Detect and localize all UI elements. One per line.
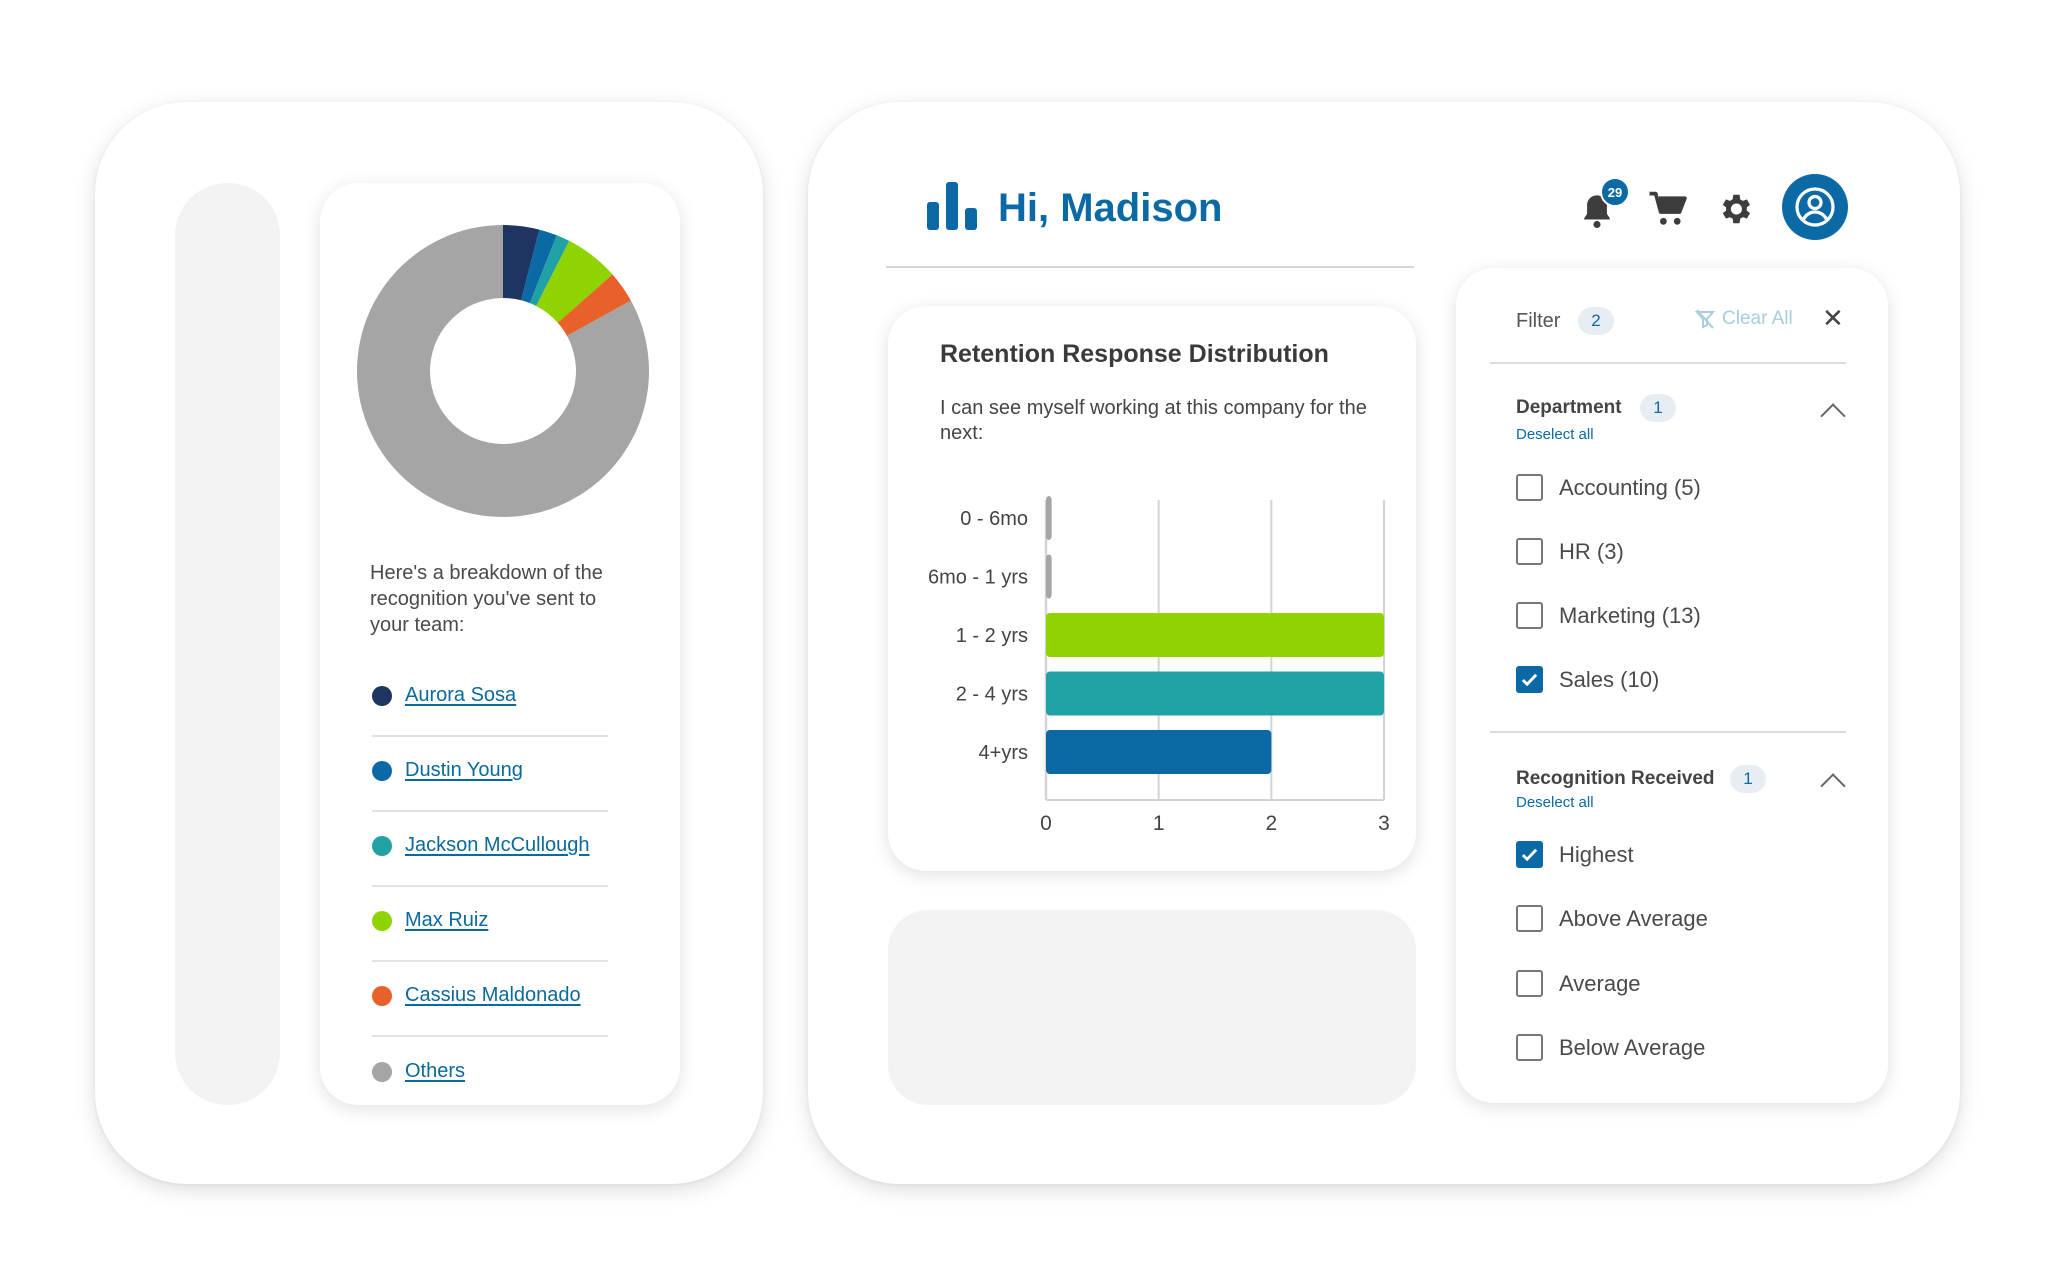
legend-dot xyxy=(372,835,392,856)
filter-clear-icon xyxy=(1694,309,1716,329)
option-label: Accounting (5) xyxy=(1559,474,1701,500)
breakdown-text: Here's a breakdown of the recognition yo… xyxy=(370,562,603,636)
department-section-title: Department xyxy=(1516,397,1622,418)
option-label: Average xyxy=(1559,970,1641,996)
y-category-label: 0 - 6mo xyxy=(960,508,1028,530)
legend-item[interactable]: Dustin Young xyxy=(372,737,608,812)
option-marketing[interactable]: Marketing (13) xyxy=(1516,602,1701,629)
checkmark-icon xyxy=(1521,673,1538,687)
donut-slice-dustin-young xyxy=(521,229,557,304)
recognition-section-title: Recognition Received xyxy=(1516,768,1715,789)
header-divider xyxy=(886,266,1414,268)
option-label: Sales (10) xyxy=(1559,666,1660,692)
legend-link-dustin-young[interactable]: Dustin Young xyxy=(405,759,523,781)
recognition-deselect-all-link[interactable]: Deselect all xyxy=(1516,794,1594,811)
bar-6mo-1-yrs xyxy=(1046,554,1052,599)
checkbox[interactable] xyxy=(1516,970,1543,997)
side-placeholder xyxy=(175,183,280,1105)
clear-all-button[interactable]: Clear All xyxy=(1694,308,1793,330)
recognition-legend: Aurora Sosa Dustin Young Jackson McCullo… xyxy=(372,662,608,1112)
legend-dot xyxy=(372,760,392,781)
legend-link-aurora-sosa[interactable]: Aurora Sosa xyxy=(405,684,517,706)
bar-2-4-yrs xyxy=(1046,671,1384,716)
legend-link-cassius-maldonado[interactable]: Cassius Maldonado xyxy=(405,984,581,1006)
option-above-average[interactable]: Above Average xyxy=(1516,905,1708,932)
legend-link-max-ruiz[interactable]: Max Ruiz xyxy=(405,909,489,931)
x-tick-label: 2 xyxy=(1265,812,1277,835)
filter-label: Filter xyxy=(1516,310,1561,332)
notification-badge: 29 xyxy=(1600,177,1630,207)
legend-item[interactable]: Aurora Sosa xyxy=(372,662,608,737)
donut-chart xyxy=(357,225,649,517)
department-deselect-all-link[interactable]: Deselect all xyxy=(1516,426,1594,443)
y-category-label: 2 - 4 yrs xyxy=(956,684,1028,706)
retention-bar-chart: 0 1 2 3 0 - 6mo 6mo - 1 yrs 1 - 2 yrs 2 - 4 yrs… xyxy=(928,496,1390,835)
option-average[interactable]: Average xyxy=(1516,970,1641,997)
option-label: Below Average xyxy=(1559,1034,1706,1060)
option-highest[interactable]: Highest xyxy=(1516,841,1634,868)
profile-button[interactable] xyxy=(1782,174,1848,240)
donut-slice-aurora-sosa xyxy=(503,225,540,301)
y-category-label: 1 - 2 yrs xyxy=(956,625,1028,647)
checkbox-checked[interactable] xyxy=(1516,666,1543,693)
legend-link-jackson-mccullough[interactable]: Jackson McCullough xyxy=(405,834,590,856)
x-tick-label: 1 xyxy=(1153,812,1165,835)
bar-chart-logo-icon xyxy=(927,182,977,230)
legend-item[interactable]: Max Ruiz xyxy=(372,887,608,962)
x-tick-label: 3 xyxy=(1378,812,1390,835)
gear-icon[interactable] xyxy=(1716,190,1754,228)
option-hr[interactable]: HR (3) xyxy=(1516,538,1624,565)
y-category-label: 6mo - 1 yrs xyxy=(928,567,1028,589)
donut-slice-others xyxy=(357,225,649,517)
legend-item[interactable]: Cassius Maldonado xyxy=(372,962,608,1037)
filter-count-badge: 2 xyxy=(1578,307,1614,335)
legend-dot xyxy=(372,685,392,706)
option-sales[interactable]: Sales (10) xyxy=(1516,666,1659,693)
checkbox[interactable] xyxy=(1516,474,1543,501)
checkbox[interactable] xyxy=(1516,602,1543,629)
option-label: Above Average xyxy=(1559,905,1708,931)
close-icon[interactable]: ✕ xyxy=(1822,303,1844,333)
legend-item[interactable]: Jackson McCullough xyxy=(372,812,608,887)
option-accounting[interactable]: Accounting (5) xyxy=(1516,474,1701,501)
donut-slice-cassius-maldonado xyxy=(557,274,631,336)
legend-dot xyxy=(372,910,392,931)
legend-dot xyxy=(372,985,392,1006)
content-placeholder xyxy=(888,910,1416,1105)
legend-item[interactable]: Others xyxy=(372,1037,608,1112)
option-label: HR (3) xyxy=(1559,538,1624,564)
clear-all-label: Clear All xyxy=(1722,308,1793,329)
checkbox[interactable] xyxy=(1516,1034,1543,1061)
user-avatar-icon xyxy=(1795,187,1835,227)
filter-divider xyxy=(1490,731,1846,733)
bar-1-2-yrs xyxy=(1046,613,1384,657)
donut-slice-jackson-mccullough xyxy=(529,235,570,306)
legend-dot xyxy=(372,1061,392,1082)
filter-divider xyxy=(1490,362,1846,364)
legend-link-others[interactable]: Others xyxy=(405,1060,466,1082)
checkmark-icon xyxy=(1521,848,1538,862)
retention-chart-card xyxy=(888,306,1416,871)
cart-icon[interactable] xyxy=(1648,190,1688,228)
bar-4-yrs xyxy=(1046,730,1272,774)
chart-title: Retention Response Distribution xyxy=(940,340,1329,368)
chart-subtitle: I can see myself working at this company… xyxy=(940,397,1367,444)
department-count-badge: 1 xyxy=(1640,394,1676,422)
y-category-label: 4+yrs xyxy=(979,742,1028,764)
checkbox[interactable] xyxy=(1516,905,1543,932)
checkbox-checked[interactable] xyxy=(1516,841,1543,868)
checkbox[interactable] xyxy=(1516,538,1543,565)
option-label: Highest xyxy=(1559,841,1634,867)
option-below-average[interactable]: Below Average xyxy=(1516,1034,1705,1061)
donut-slice-max-ruiz xyxy=(536,240,613,323)
x-tick-label: 0 xyxy=(1040,812,1052,835)
recognition-count-badge: 1 xyxy=(1730,765,1766,793)
option-label: Marketing (13) xyxy=(1559,602,1701,628)
bar-0-6mo xyxy=(1046,496,1052,540)
page-title: Hi, Madison xyxy=(998,186,1223,230)
